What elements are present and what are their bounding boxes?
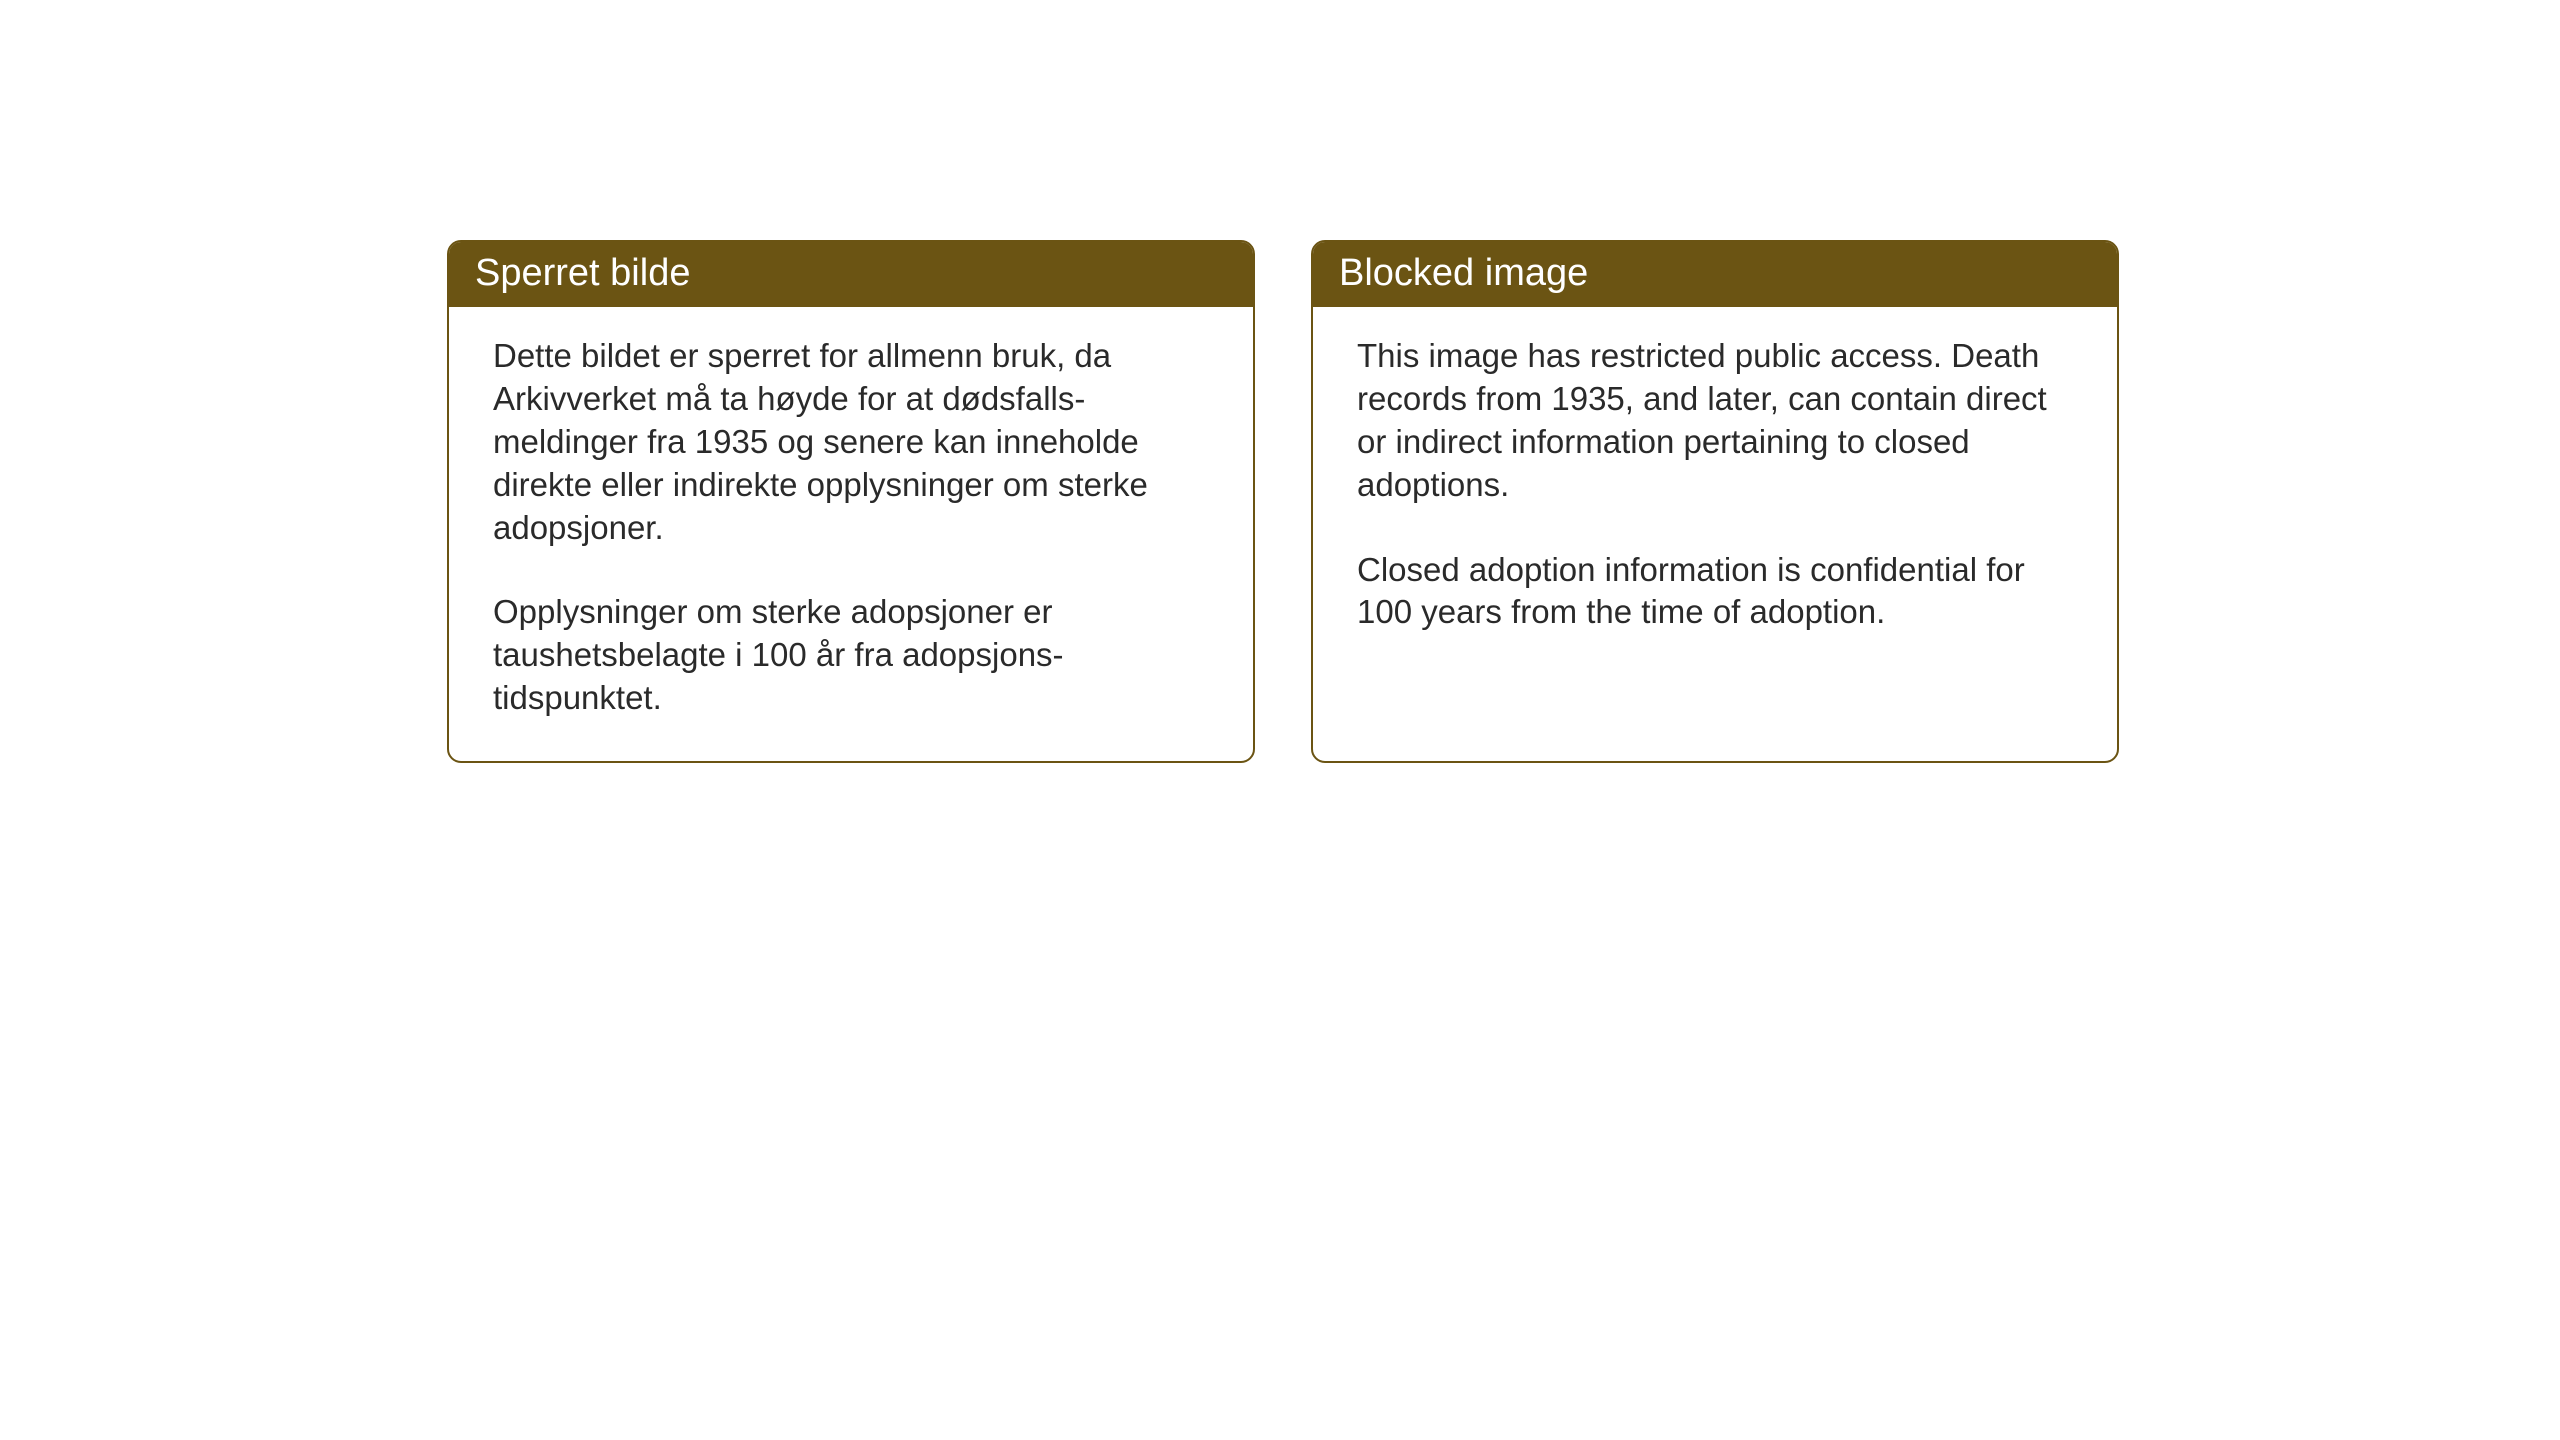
notice-container: Sperret bilde Dette bildet er sperret fo… <box>447 240 2119 763</box>
notice-paragraph: This image has restricted public access.… <box>1357 335 2073 507</box>
notice-card-norwegian: Sperret bilde Dette bildet er sperret fo… <box>447 240 1255 763</box>
notice-title-english: Blocked image <box>1339 252 1588 294</box>
notice-title-norwegian: Sperret bilde <box>475 252 690 294</box>
notice-card-body: Dette bildet er sperret for allmenn bruk… <box>449 307 1253 761</box>
notice-card-english: Blocked image This image has restricted … <box>1311 240 2119 763</box>
notice-card-body: This image has restricted public access.… <box>1313 307 2117 761</box>
notice-paragraph: Closed adoption information is confident… <box>1357 549 2073 635</box>
notice-paragraph: Dette bildet er sperret for allmenn bruk… <box>493 335 1209 549</box>
notice-card-header: Sperret bilde <box>449 242 1253 307</box>
notice-paragraph: Opplysninger om sterke adopsjoner er tau… <box>493 591 1209 720</box>
notice-card-header: Blocked image <box>1313 242 2117 307</box>
